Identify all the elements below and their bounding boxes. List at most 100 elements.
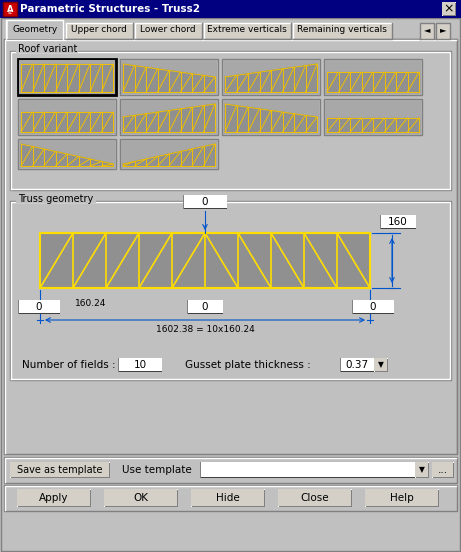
Bar <box>201 463 414 477</box>
Bar <box>4 485 457 511</box>
Text: sc: sc <box>7 10 12 15</box>
Bar <box>104 489 178 507</box>
Bar <box>366 490 439 507</box>
Text: ▼: ▼ <box>419 465 425 475</box>
Text: Close: Close <box>301 493 329 503</box>
Bar <box>119 359 162 372</box>
Bar <box>325 60 421 94</box>
Text: OK: OK <box>134 493 148 503</box>
Bar <box>325 100 421 134</box>
Text: ►: ► <box>440 25 446 34</box>
Polygon shape <box>21 144 113 166</box>
Bar <box>104 489 177 506</box>
Polygon shape <box>225 64 317 92</box>
Text: 0: 0 <box>370 302 376 312</box>
Bar <box>188 301 223 314</box>
Bar <box>120 59 218 95</box>
Bar <box>184 196 226 208</box>
Polygon shape <box>123 144 215 166</box>
Bar <box>324 59 422 95</box>
Bar <box>18 300 60 314</box>
Bar <box>17 489 90 506</box>
Bar <box>19 100 115 134</box>
Bar <box>16 45 78 53</box>
Bar <box>10 51 451 190</box>
Polygon shape <box>123 64 215 92</box>
Bar <box>119 359 161 371</box>
Bar <box>415 462 429 478</box>
Bar <box>187 300 223 314</box>
Bar <box>442 2 455 15</box>
Bar <box>341 359 373 371</box>
Bar <box>222 59 320 95</box>
Text: Upper chord: Upper chord <box>71 25 127 34</box>
Bar <box>293 23 392 39</box>
Polygon shape <box>123 104 215 132</box>
Bar <box>443 3 456 16</box>
Bar <box>223 100 319 134</box>
Bar <box>365 489 439 507</box>
Text: ...: ... <box>438 465 448 475</box>
Bar <box>188 300 223 313</box>
Text: Use template: Use template <box>122 465 192 475</box>
Bar <box>279 490 352 507</box>
Polygon shape <box>21 112 113 132</box>
Text: Number of fields :: Number of fields : <box>22 360 116 370</box>
Bar <box>365 489 438 506</box>
Text: Save as template: Save as template <box>17 465 103 475</box>
Text: Truss geometry: Truss geometry <box>18 194 93 204</box>
Text: Hide: Hide <box>216 493 240 503</box>
Bar <box>120 99 218 135</box>
Text: 0: 0 <box>202 302 208 312</box>
Bar <box>19 301 60 314</box>
Bar <box>374 358 387 371</box>
Bar <box>222 99 320 135</box>
Bar <box>10 462 109 477</box>
Bar <box>66 23 133 39</box>
Bar <box>118 358 162 372</box>
Bar <box>201 463 415 478</box>
Bar <box>120 139 218 169</box>
Bar <box>415 462 428 477</box>
Bar <box>188 301 222 313</box>
Text: 160: 160 <box>388 217 408 227</box>
Bar <box>183 195 227 209</box>
Bar <box>278 489 351 506</box>
Bar <box>192 490 265 507</box>
Bar <box>4 457 457 483</box>
Text: 0.37: 0.37 <box>345 360 368 370</box>
Bar <box>341 358 374 371</box>
Bar <box>3 2 17 16</box>
Bar <box>191 489 264 506</box>
Polygon shape <box>327 72 419 92</box>
Bar <box>204 23 291 39</box>
Text: 160.24: 160.24 <box>75 299 106 307</box>
Text: Remaining verticals: Remaining verticals <box>297 25 387 34</box>
Bar <box>184 195 227 208</box>
Bar <box>433 463 454 478</box>
Bar <box>200 462 415 478</box>
Bar <box>121 60 217 94</box>
Bar <box>191 489 265 507</box>
Bar <box>119 358 162 371</box>
Text: Lower chord: Lower chord <box>140 25 196 34</box>
Text: 0: 0 <box>36 302 42 312</box>
Bar <box>10 201 451 380</box>
Bar <box>420 23 435 39</box>
Bar <box>121 100 217 134</box>
Bar <box>353 300 394 313</box>
Bar <box>352 300 394 314</box>
Text: 10: 10 <box>133 360 147 370</box>
Bar <box>223 60 319 94</box>
Text: ▼: ▼ <box>378 360 384 369</box>
Bar <box>201 462 415 477</box>
Bar <box>442 2 456 16</box>
Bar <box>11 463 110 478</box>
Bar <box>432 462 453 477</box>
Text: A: A <box>7 4 13 13</box>
Text: Help: Help <box>390 493 414 503</box>
Text: ◄: ◄ <box>424 25 430 34</box>
Bar <box>40 233 370 288</box>
Text: Roof variant: Roof variant <box>18 44 77 54</box>
Bar <box>380 215 416 229</box>
